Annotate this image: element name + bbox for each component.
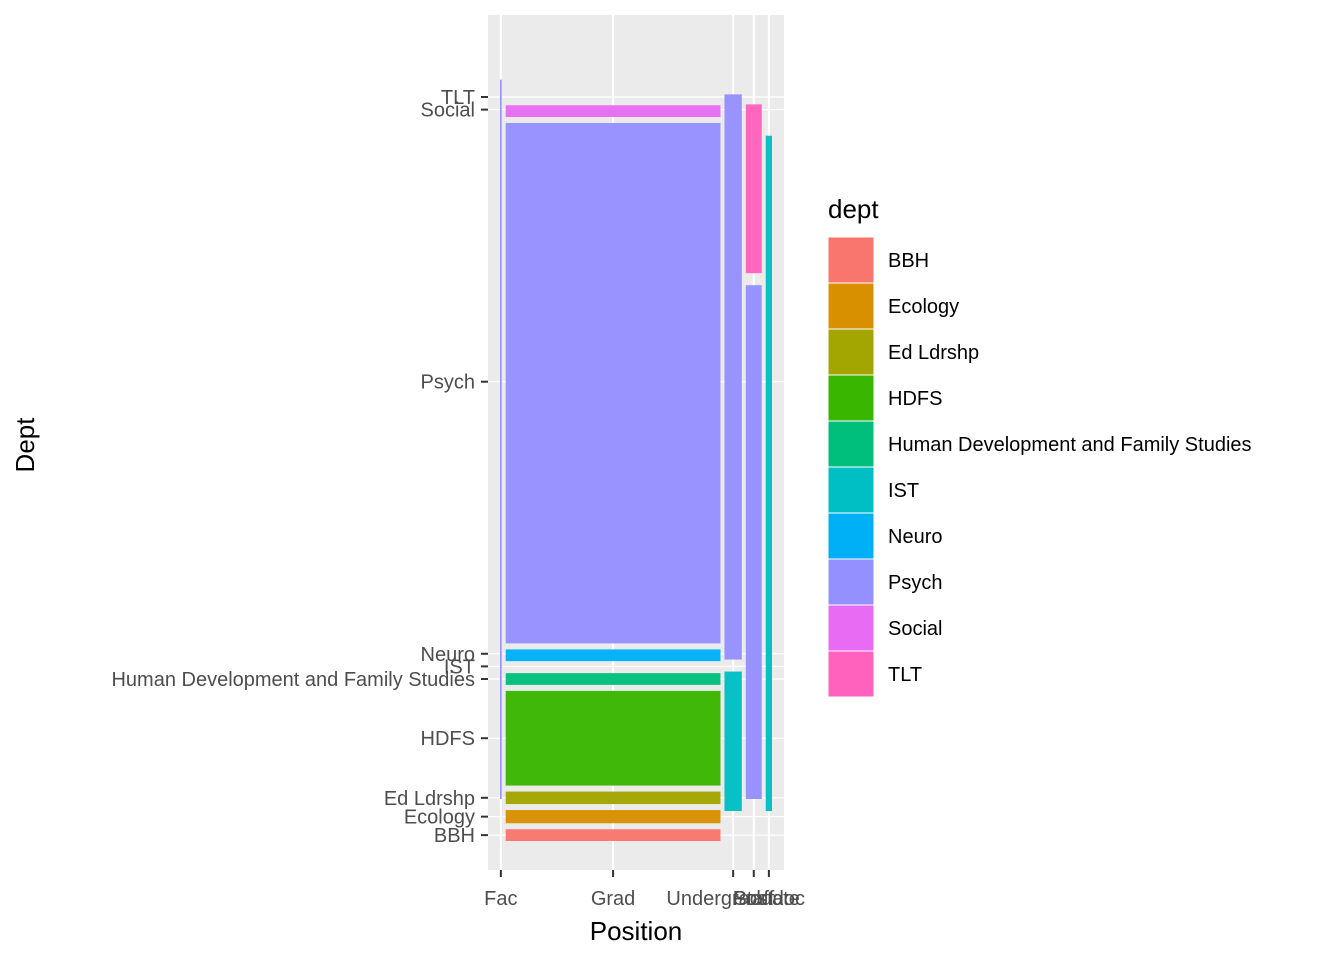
mosaic-tiles [500, 79, 772, 841]
tile-grad-bbh [505, 829, 721, 841]
y-tick-label-psych: Psych [421, 372, 475, 394]
legend-label-hdfs: HDFS [888, 388, 942, 410]
legend-key-tlt [827, 650, 875, 698]
x-tick-label-postdoc: Postdoc [733, 888, 805, 910]
legend-label-ecology: Ecology [888, 296, 959, 318]
legend: BBH Ecology Ed Ldrshp HDFS Human Development… [827, 236, 1252, 698]
x-tick-label-staff: Staff [733, 888, 774, 910]
x-tick-label-undergraduate: Undergraduate [666, 888, 799, 910]
tile-grad-psych [505, 122, 721, 644]
tile-postdoc-ist [765, 135, 772, 812]
x-tick-label-grad: Grad [591, 888, 635, 910]
legend-label-ed-ldrshp: Ed Ldrshp [888, 342, 979, 364]
legend-label-ist: IST [888, 480, 919, 502]
legend-label-tlt: TLT [888, 664, 922, 686]
legend-key-ecology [827, 282, 875, 330]
tile-undergraduate-psych [724, 94, 742, 660]
y-tick-label-human-development-and-family-studies: Human Development and Family Studies [111, 669, 475, 691]
legend-label-neuro: Neuro [888, 526, 942, 548]
tile-staff-tlt [745, 104, 762, 274]
y-axis-title: Dept [10, 417, 40, 473]
y-tick-label-tlt: TLT [441, 87, 475, 109]
x-axis-title: Position [590, 916, 683, 946]
legend-key-human-development-and-family-studies [827, 420, 875, 468]
tile-grad-ecology [505, 810, 721, 824]
legend-key-hdfs [827, 374, 875, 422]
y-tick-label-ed-ldrshp: Ed Ldrshp [384, 788, 475, 810]
legend-key-social [827, 604, 875, 652]
legend-key-psych [827, 558, 875, 606]
legend-label-bbh: BBH [888, 250, 929, 272]
tile-undergraduate-ist [724, 671, 742, 811]
legend-key-neuro [827, 512, 875, 560]
y-tick-label-hdfs: HDFS [421, 728, 475, 750]
y-tick-label-ist: IST [444, 656, 475, 678]
legend-label-social: Social [888, 618, 942, 640]
y-tick-label-bbh: BBH [434, 825, 475, 847]
legend-key-ed-ldrshp [827, 328, 875, 376]
y-tick-label-social: Social [421, 100, 475, 122]
y-tick-label-neuro: Neuro [421, 644, 475, 666]
legend-key-ist [827, 466, 875, 514]
tile-grad-neuro [505, 649, 721, 662]
tile-grad-hdfs [505, 690, 721, 786]
tile-fac-psych [500, 79, 502, 800]
legend-key-bbh [827, 236, 875, 284]
y-tick-label-ecology: Ecology [404, 807, 475, 829]
legend-label-psych: Psych [888, 572, 942, 594]
tile-staff-psych [745, 285, 762, 799]
tile-grad-human-development-and-family-studies [505, 673, 721, 685]
legend-label-human-development-and-family-studies: Human Development and Family Studies [888, 434, 1252, 456]
legend-title: dept [828, 194, 879, 224]
x-tick-label-fac: Fac [484, 888, 517, 910]
tile-grad-social [505, 105, 721, 117]
tile-grad-ed-ldrshp [505, 791, 721, 805]
